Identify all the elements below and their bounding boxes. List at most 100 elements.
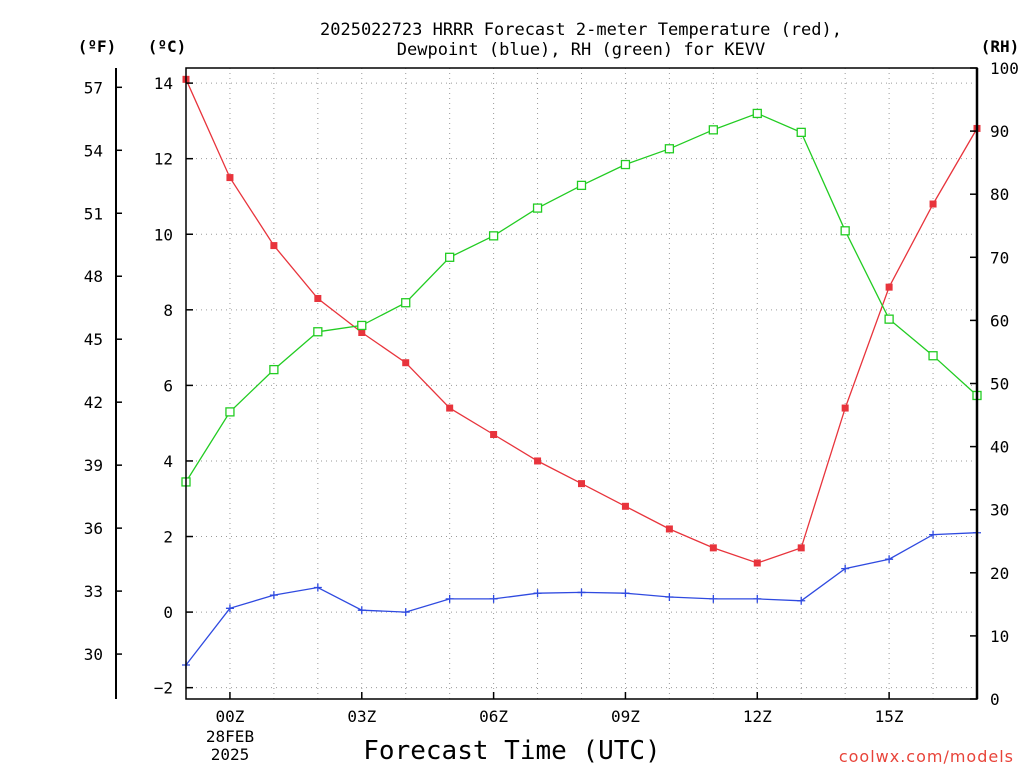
data-point-rh (401, 298, 411, 308)
fahrenheit-tick-label: 51 (84, 204, 103, 223)
fahrenheit-unit-label: (ºF) (78, 37, 117, 56)
fahrenheit-tick-label: 54 (84, 141, 103, 160)
data-point-dewpoint (269, 591, 278, 600)
data-point-rh (752, 108, 762, 119)
rh-tick-label: 40 (990, 438, 1009, 457)
data-point-dewpoint (797, 596, 806, 605)
data-point-dewpoint (929, 530, 938, 539)
celsius-tick-label: 12 (154, 150, 173, 169)
fahrenheit-tick-label: 48 (84, 267, 103, 286)
fahrenheit-tick-label: 39 (84, 456, 103, 475)
data-point-rh (796, 127, 806, 138)
data-point-rh (225, 407, 235, 417)
x-tick-label: 00Z (215, 707, 244, 726)
data-point-dewpoint (709, 594, 718, 603)
data-point-rh (884, 314, 894, 324)
data-point-rh (488, 231, 499, 241)
celsius-unit-label: (ºC) (148, 37, 187, 56)
data-point-rh (313, 327, 323, 337)
celsius-tick-label: 6 (163, 376, 173, 395)
data-point-rh (445, 252, 455, 262)
rh-tick-label: 50 (990, 375, 1009, 394)
data-point-temperature (314, 294, 322, 302)
data-point-dewpoint (621, 589, 630, 598)
data-point-rh (357, 320, 367, 331)
data-point-rh (532, 203, 543, 213)
data-point-temperature (534, 457, 542, 465)
rh-tick-label: 10 (990, 627, 1009, 646)
x-tick-label: 09Z (611, 707, 640, 726)
rh-tick-label: 80 (990, 185, 1009, 204)
rh-tick-label: 70 (990, 248, 1009, 267)
data-point-rh (269, 364, 279, 375)
data-point-temperature (578, 480, 585, 488)
celsius-tick-label: 4 (163, 452, 173, 471)
x-tick-label: 06Z (479, 707, 508, 726)
date-label-year: 2025 (211, 745, 250, 764)
chart-title-line-1: 2025022723 HRRR Forecast 2-meter Tempera… (320, 20, 842, 40)
celsius-tick-label: 14 (154, 74, 173, 93)
axes: 30 33 36 39 42 45 48 51 54 57 −2 0 2 4 6 8 10 12 14 0 10 20 30… (84, 59, 1019, 726)
rh-tick-label: 0 (990, 690, 1000, 709)
fahrenheit-tick-label: 42 (84, 393, 103, 412)
data-point-dewpoint (841, 564, 850, 573)
data-point-temperature (621, 502, 629, 510)
rh-tick-label: 90 (990, 122, 1009, 141)
data-point-temperature (665, 525, 673, 533)
data-point-dewpoint (885, 555, 894, 564)
data-point-dewpoint (665, 592, 674, 601)
data-point-temperature (358, 328, 366, 336)
series-line-0 (185, 79, 978, 564)
data-point-dewpoint (753, 594, 762, 603)
data-point-temperature (753, 559, 761, 567)
data-point-rh (664, 144, 675, 154)
x-tick-label: 03Z (347, 707, 376, 726)
data-point-dewpoint (577, 588, 586, 597)
data-point-temperature (402, 359, 410, 367)
fahrenheit-tick-label: 36 (84, 519, 103, 538)
x-axis-label: Forecast Time (UTC) (363, 736, 660, 766)
chart-title-line-2: Dewpoint (blue), RH (green) for KEVV (397, 40, 765, 60)
celsius-tick-label: −2 (154, 679, 173, 698)
data-point-rh (620, 159, 631, 170)
data-point-rh (840, 226, 850, 236)
fahrenheit-tick-label: 30 (84, 645, 103, 664)
data-point-temperature (226, 174, 234, 182)
fahrenheit-tick-label: 45 (84, 330, 103, 349)
fahrenheit-tick-label: 57 (84, 78, 103, 97)
data-point-temperature (490, 431, 498, 439)
data-point-temperature (797, 544, 805, 552)
data-point-dewpoint (313, 583, 322, 592)
grid-lines (185, 68, 978, 699)
data-point-temperature (709, 544, 717, 552)
celsius-tick-label: 0 (163, 603, 173, 622)
celsius-tick-label: 2 (163, 528, 173, 547)
data-point-dewpoint (225, 604, 234, 613)
data-point-dewpoint (489, 594, 498, 603)
rh-unit-label: (RH) (981, 37, 1020, 56)
series-layer (181, 75, 982, 669)
data-point-dewpoint (445, 594, 454, 603)
rh-tick-label: 100 (990, 59, 1019, 78)
data-point-dewpoint (401, 608, 410, 617)
x-tick-label: 15Z (875, 707, 904, 726)
x-tick-label: 12Z (743, 707, 772, 726)
celsius-tick-label: 10 (154, 225, 173, 244)
data-point-temperature (841, 404, 849, 412)
data-point-rh (928, 351, 938, 361)
data-point-temperature (446, 404, 454, 412)
celsius-tick-label: 8 (163, 301, 173, 320)
data-point-rh (576, 180, 587, 191)
data-point-dewpoint (357, 606, 366, 615)
fahrenheit-tick-label: 33 (84, 582, 103, 601)
rh-tick-label: 60 (990, 311, 1009, 330)
data-point-temperature (885, 283, 893, 291)
date-label-day: 28FEB (206, 727, 254, 746)
data-point-rh (708, 125, 718, 135)
data-point-temperature (929, 200, 937, 208)
credit-label: coolwx.com/models (839, 747, 1014, 766)
data-point-temperature (270, 242, 278, 250)
rh-tick-label: 20 (990, 564, 1009, 583)
data-point-dewpoint (533, 589, 542, 598)
